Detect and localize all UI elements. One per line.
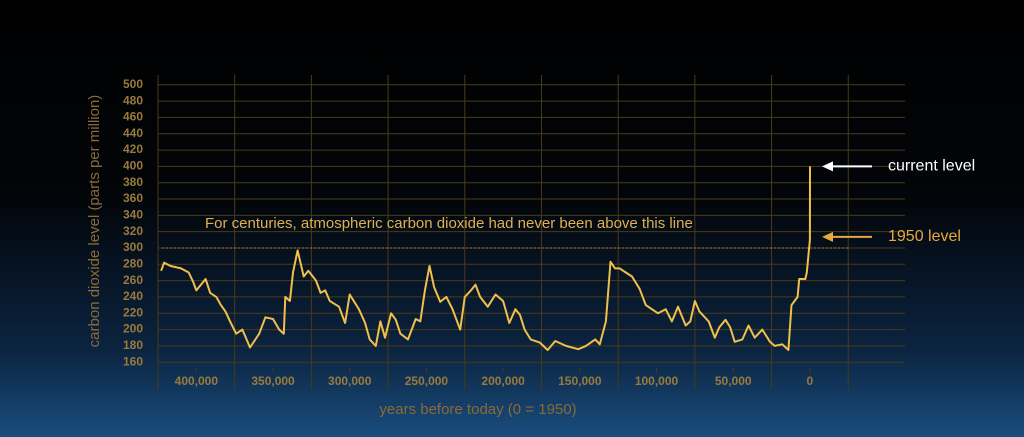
baseline-arrowhead bbox=[822, 231, 833, 242]
baseline-label: 1950 level bbox=[888, 228, 961, 245]
y-tick-label: 300 bbox=[123, 240, 143, 254]
x-axis-label: years before today (0 = 1950) bbox=[379, 401, 576, 418]
x-tick-label: 350,000 bbox=[251, 374, 295, 388]
y-axis-label: carbon dioxide level (parts per million) bbox=[86, 95, 103, 348]
x-tick-label: 250,000 bbox=[405, 374, 449, 388]
current-arrowhead bbox=[822, 161, 833, 172]
current-label: current level bbox=[888, 158, 975, 175]
y-tick-label: 200 bbox=[123, 322, 143, 336]
x-tick-label: 50,000 bbox=[715, 374, 752, 388]
x-tick-label: 0 bbox=[807, 374, 814, 388]
y-tick-label: 180 bbox=[123, 338, 143, 352]
y-tick-label: 400 bbox=[123, 159, 143, 173]
y-tick-label: 440 bbox=[123, 126, 143, 140]
y-tick-label: 420 bbox=[123, 142, 143, 156]
y-tick-label: 480 bbox=[123, 93, 143, 107]
y-tick-label: 500 bbox=[123, 77, 143, 91]
y-tick-label: 340 bbox=[123, 208, 143, 222]
line-note: For centuries, atmospheric carbon dioxid… bbox=[205, 215, 693, 232]
y-tick-label: 320 bbox=[123, 224, 143, 238]
y-tick-label: 160 bbox=[123, 354, 143, 368]
x-tick-label: 400,000 bbox=[175, 374, 219, 388]
co2-line bbox=[160, 166, 811, 351]
y-tick-label: 460 bbox=[123, 110, 143, 124]
y-tick-label: 240 bbox=[123, 289, 143, 303]
y-tick-label: 280 bbox=[123, 256, 143, 270]
x-tick-label: 100,000 bbox=[635, 374, 679, 388]
x-tick-label: 300,000 bbox=[328, 374, 372, 388]
x-tick-label: 150,000 bbox=[558, 374, 602, 388]
y-tick-label: 360 bbox=[123, 191, 143, 205]
y-tick-label: 220 bbox=[123, 305, 143, 319]
y-tick-label: 380 bbox=[123, 175, 143, 189]
y-tick-label: 260 bbox=[123, 273, 143, 287]
x-tick-label: 200,000 bbox=[481, 374, 525, 388]
